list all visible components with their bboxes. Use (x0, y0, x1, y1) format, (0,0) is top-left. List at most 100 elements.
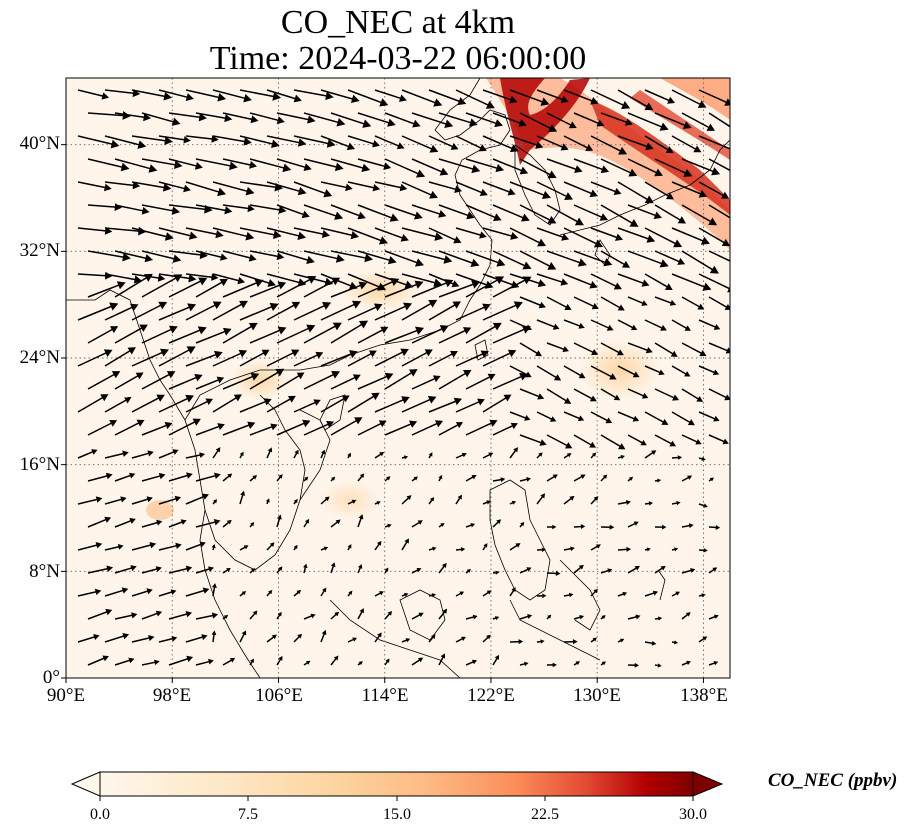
wind-arrow (141, 519, 163, 528)
wind-arrow (546, 434, 573, 449)
wind-arrow (681, 523, 694, 529)
wind-arrow (249, 112, 285, 125)
wind-arrow (708, 477, 715, 482)
wind-arrow (536, 89, 569, 104)
wind-arrow (104, 347, 136, 367)
concentration-patch (580, 340, 660, 400)
wind-arrow (168, 158, 203, 170)
wind-arrow (698, 273, 730, 293)
wind-arrow (195, 658, 214, 666)
wind-arrow (266, 227, 307, 240)
wind-arrow (644, 501, 653, 506)
wind-arrow (509, 639, 524, 645)
wind-arrow (87, 565, 114, 574)
colorbar-extend-high (692, 771, 724, 797)
wind-arrow (411, 279, 454, 298)
wind-arrow (303, 158, 344, 172)
wind-arrow (357, 514, 364, 528)
wind-arrow (131, 496, 153, 505)
colorbar-tick-label: 30.0 (679, 806, 707, 823)
wind-arrow (114, 612, 138, 620)
wind-arrow (536, 319, 560, 330)
wind-arrow (482, 634, 491, 643)
wind-arrow (185, 541, 206, 551)
wind-arrow (438, 369, 472, 390)
wind-arrow (465, 614, 478, 620)
wind-arrow (644, 89, 675, 104)
wind-arrow (536, 452, 543, 459)
wind-arrow (249, 281, 287, 298)
wind-arrow (455, 181, 488, 197)
wind-arrow (158, 89, 194, 101)
wind-arrow (158, 495, 182, 505)
wind-arrow (563, 181, 598, 198)
wind-arrow (303, 563, 308, 574)
wind-arrow (644, 411, 669, 425)
wind-arrow (698, 593, 706, 598)
wind-arrow (222, 372, 260, 390)
wind-arrow (617, 638, 625, 643)
wind-arrow (536, 181, 574, 200)
wind-arrow (590, 452, 597, 459)
wind-arrow (546, 570, 561, 576)
wind-arrow (411, 657, 424, 666)
wind-arrow (546, 388, 572, 404)
wind-arrow (519, 296, 546, 309)
wind-arrow (627, 434, 647, 446)
wind-arrow (573, 250, 613, 267)
wind-arrow (320, 587, 327, 597)
wind-arrow (158, 635, 178, 643)
wind-arrow (320, 89, 360, 104)
x-tick-label: 98°E (152, 685, 192, 706)
wind-arrow (222, 614, 229, 620)
wind-arrow (546, 342, 569, 353)
wind-arrow (141, 250, 182, 263)
wind-arrow (644, 450, 657, 459)
wind-vectors (77, 89, 730, 668)
wind-arrow (671, 181, 708, 198)
wind-arrow (141, 371, 176, 390)
gridlines (66, 78, 730, 678)
wind-arrow (276, 611, 282, 620)
wind-arrow (401, 538, 409, 551)
wind-arrow (428, 227, 462, 244)
wind-arrow (411, 375, 441, 390)
wind-arrow (698, 503, 708, 508)
wind-arrow (590, 637, 597, 643)
wind-arrow (357, 204, 399, 222)
wind-arrow (590, 365, 617, 380)
wind-arrow (347, 227, 388, 245)
wind-arrow (222, 567, 231, 574)
wind-arrow (492, 422, 518, 436)
wind-arrow (330, 476, 336, 482)
wind-arrow (185, 227, 224, 239)
wind-arrow (222, 278, 264, 298)
wind-arrow (77, 449, 98, 459)
wind-arrow (141, 204, 181, 215)
wind-arrow (104, 587, 129, 597)
wind-arrow (195, 472, 221, 482)
wind-arrow (546, 158, 583, 174)
wind-arrow (266, 395, 296, 413)
wind-arrow (465, 419, 498, 436)
wind-arrow (158, 303, 197, 321)
wind-arrow (77, 634, 100, 643)
wind-arrow (249, 204, 287, 214)
y-tick-label: 16°N (19, 454, 60, 475)
wind-arrow (347, 590, 353, 597)
wind-arrow (195, 158, 238, 171)
wind-arrow (644, 319, 667, 331)
wind-arrow (141, 566, 162, 574)
wind-arrow (320, 496, 330, 505)
wind-arrow (384, 476, 391, 482)
wind-arrow (411, 112, 454, 129)
wind-arrow (141, 422, 173, 436)
wind-arrow (384, 420, 418, 436)
wind-arrow (654, 388, 680, 401)
wind-arrow (428, 452, 433, 459)
wind-arrow (563, 592, 574, 598)
wind-arrow (357, 420, 387, 436)
wind-arrow (698, 227, 730, 247)
wind-arrow (627, 342, 653, 354)
wind-arrow (627, 565, 640, 574)
